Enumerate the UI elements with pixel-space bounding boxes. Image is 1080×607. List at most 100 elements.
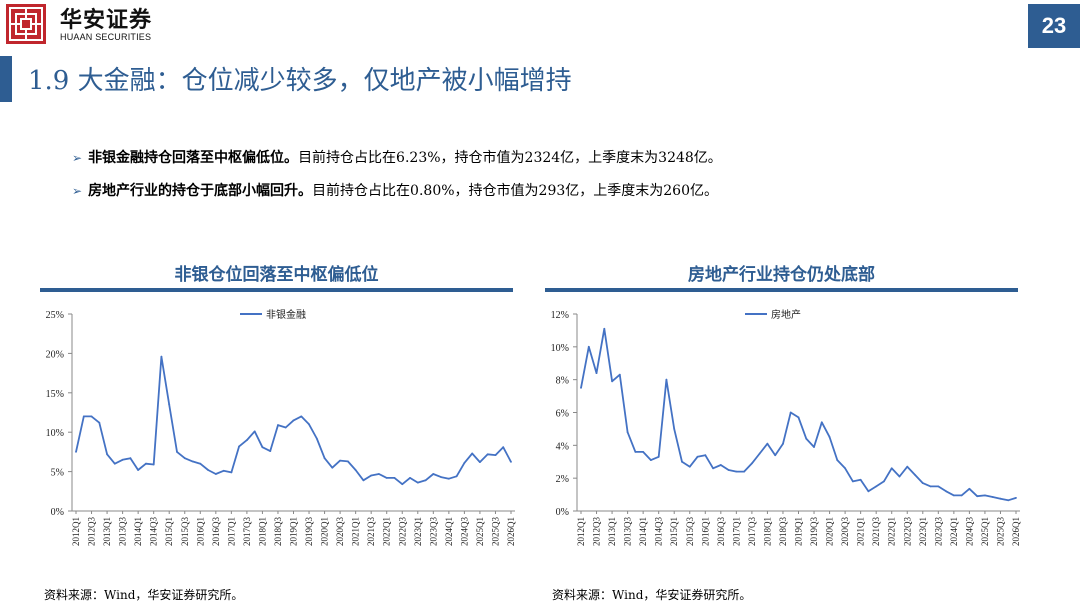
data-point	[650, 459, 652, 461]
x-tick-label: 2021Q1	[351, 517, 361, 546]
chart-title: 房地产行业持仓仍处底部	[688, 265, 875, 285]
x-tick-label: 2014Q3	[654, 517, 664, 546]
x-tick-label: 2017Q1	[226, 517, 236, 546]
y-tick-label: 0%	[556, 507, 569, 518]
x-tick-label: 2026Q1	[1011, 517, 1021, 546]
data-point	[370, 474, 373, 477]
data-point	[766, 442, 769, 445]
x-tick-label: 2013Q3	[118, 517, 128, 546]
data-point	[347, 460, 349, 463]
data-point	[82, 415, 85, 418]
huaan-logo	[6, 4, 46, 44]
data-point	[611, 380, 613, 383]
data-point	[867, 490, 870, 493]
data-point	[510, 461, 512, 463]
data-point	[914, 474, 916, 476]
data-point	[921, 482, 924, 484]
data-point	[999, 497, 1002, 500]
data-point	[471, 452, 474, 455]
x-tick-label: 2015Q3	[180, 517, 190, 546]
data-point	[813, 446, 815, 448]
data-point	[393, 477, 396, 479]
data-point	[968, 487, 971, 490]
data-point	[176, 451, 178, 453]
x-tick-label: 2022Q1	[382, 517, 392, 546]
data-point	[113, 462, 116, 465]
data-point	[191, 460, 194, 463]
data-point	[665, 378, 668, 381]
data-point	[828, 436, 831, 438]
x-tick-label: 2016Q1	[195, 517, 205, 546]
x-tick-label: 2024Q1	[444, 517, 454, 546]
y-tick-label: 15%	[46, 389, 64, 400]
data-point	[455, 475, 458, 478]
data-point	[844, 467, 846, 470]
data-point	[168, 403, 171, 406]
data-point	[906, 465, 909, 468]
x-tick-label: 2015Q3	[685, 517, 695, 546]
data-point	[704, 454, 707, 457]
x-tick-label: 2015Q1	[669, 517, 679, 546]
y-tick-label: 4%	[556, 441, 569, 452]
source-note: 资料来源：Wind，华安证券研究所。	[44, 588, 244, 602]
data-point	[323, 457, 326, 460]
x-tick-label: 2021Q3	[871, 517, 881, 546]
data-point	[712, 467, 714, 470]
data-point	[494, 454, 497, 456]
data-point	[937, 485, 940, 488]
data-point	[354, 469, 357, 471]
data-point	[603, 327, 606, 330]
data-point	[696, 455, 699, 458]
x-tick-label: 2025Q3	[995, 517, 1005, 546]
data-point	[820, 421, 823, 424]
x-tick-label: 2012Q3	[592, 517, 602, 546]
x-tick-label: 2016Q3	[716, 517, 726, 546]
data-point	[424, 479, 427, 482]
data-point	[898, 475, 901, 478]
data-point	[261, 446, 264, 449]
x-tick-label: 2013Q1	[102, 517, 112, 546]
data-point	[688, 465, 691, 468]
data-point	[207, 469, 210, 471]
logo-emblem-icon	[9, 7, 43, 41]
data-point	[626, 431, 629, 434]
data-point	[401, 483, 404, 486]
x-tick-label: 2020Q1	[320, 517, 330, 546]
x-tick-label: 2023Q1	[413, 517, 423, 546]
x-tick-label: 2022Q3	[902, 517, 912, 546]
data-point	[75, 451, 77, 453]
x-tick-label: 2019Q3	[809, 517, 819, 546]
data-point	[238, 445, 241, 448]
data-point	[1015, 497, 1017, 499]
title-accent-bar	[0, 56, 12, 102]
y-tick-label: 25%	[46, 310, 64, 321]
data-point	[984, 494, 986, 497]
data-point	[145, 462, 147, 465]
y-tick-label: 0%	[51, 507, 64, 518]
data-point	[782, 442, 784, 445]
x-tick-label: 2025Q3	[490, 517, 500, 546]
x-tick-label: 2024Q3	[964, 517, 974, 546]
data-point	[121, 458, 124, 461]
x-tick-label: 2024Q3	[459, 517, 469, 546]
data-point	[953, 494, 955, 497]
data-point	[331, 466, 334, 469]
x-tick-label: 2013Q1	[607, 517, 617, 546]
y-tick-label: 10%	[46, 428, 64, 439]
legend-label: 非银金融	[266, 308, 306, 321]
x-tick-label: 2019Q1	[794, 517, 804, 546]
x-tick-label: 2020Q3	[840, 517, 850, 546]
y-tick-label: 12%	[551, 310, 569, 321]
data-point	[432, 473, 435, 475]
real-estate-position-chart: 0% 2% 4% 6% 8% 10% 12% 2012Q1 2012Q3 2013Q1 2013Q3…	[551, 308, 1021, 546]
data-point	[789, 411, 792, 414]
data-point	[727, 469, 730, 471]
data-point	[315, 437, 318, 440]
data-point	[199, 462, 202, 465]
data-point	[735, 470, 738, 473]
data-point	[634, 451, 637, 453]
nonbank-position-chart: 0% 5% 10% 15% 20% 25% 2012Q1 2012Q3 2013Q1 2013Q3…	[46, 308, 516, 546]
data-point	[758, 452, 761, 455]
x-tick-label: 2012Q1	[576, 517, 586, 546]
data-point	[805, 437, 808, 440]
